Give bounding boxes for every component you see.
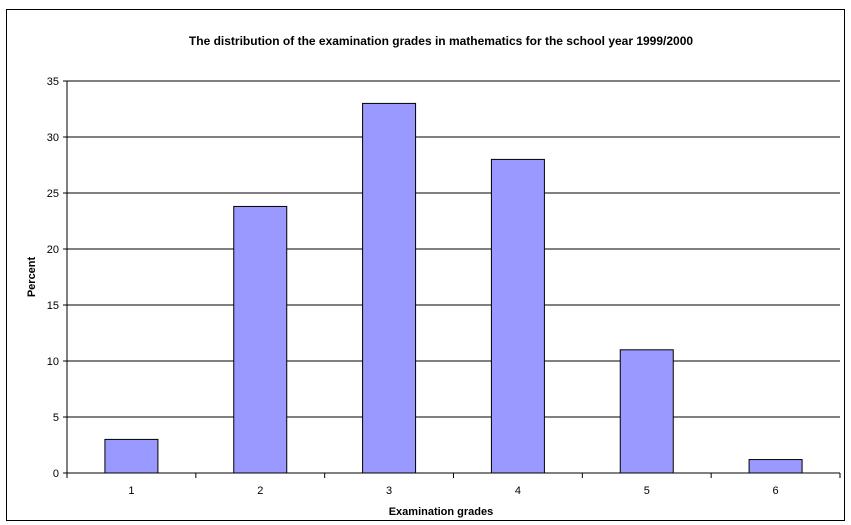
chart-title: The distribution of the examination grad… [189, 34, 693, 48]
y-tick-label: 15 [47, 300, 59, 312]
x-tick-label: 5 [644, 485, 650, 497]
bar-2 [233, 205, 288, 474]
y-tick-label: 20 [47, 244, 59, 256]
bar-5 [619, 349, 674, 474]
y-tick-labels: 0 5 10 15 20 25 30 35 [47, 76, 59, 480]
y-tick-label: 0 [53, 468, 59, 480]
x-tick-label: 6 [773, 485, 779, 497]
chart-frame [6, 9, 845, 521]
x-tick-label: 2 [257, 485, 263, 497]
bars [104, 102, 803, 474]
bar-3 [362, 102, 417, 474]
x-tick-labels: 1 2 3 4 5 6 [128, 485, 778, 497]
bar-4 [490, 158, 545, 474]
x-axis-title: Examination grades [389, 506, 494, 518]
bar-6 [748, 459, 803, 474]
x-tick-label: 1 [128, 485, 134, 497]
y-tick-label: 5 [53, 412, 59, 424]
y-tick-label: 25 [47, 188, 59, 200]
x-tick-label: 3 [386, 485, 392, 497]
gridlines [67, 80, 840, 418]
y-axis-title: Percent [26, 256, 38, 297]
axes [63, 80, 841, 478]
y-tick-label: 35 [47, 76, 59, 88]
y-tick-label: 30 [47, 132, 59, 144]
y-tick-label: 10 [47, 356, 59, 368]
x-tick-label: 4 [515, 485, 521, 497]
bar-1 [104, 438, 159, 474]
